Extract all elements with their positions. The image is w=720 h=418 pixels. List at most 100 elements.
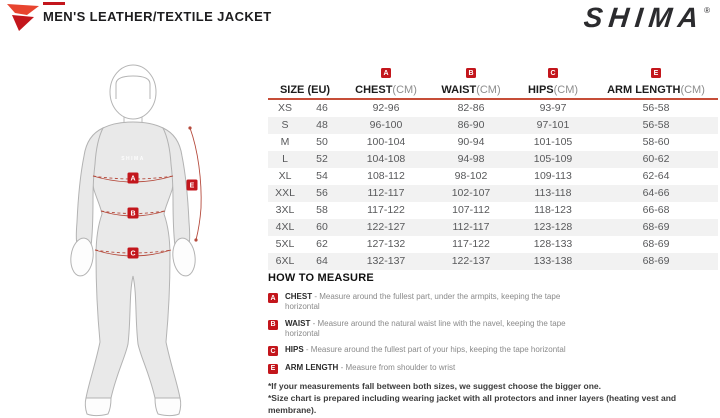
table-cell: 96-100	[369, 119, 403, 131]
chest-item-text: CHEST - Measure around the fullest part,…	[285, 292, 561, 311]
table-cell: 97-101	[536, 119, 570, 131]
table-cell: 50	[316, 136, 328, 148]
mannequin-head	[109, 64, 157, 120]
chest-marker-badge: A	[130, 176, 135, 183]
table-row-s: S 48 96-100 86-90 97-101 56-58	[268, 117, 718, 134]
mannequin-right-foot	[154, 397, 182, 416]
table-row-6xl: 6XL 64 132-137 122-137 133-138 68-69	[268, 253, 718, 270]
table-cell: 86-90	[457, 119, 485, 131]
table-cell: 5XL	[275, 238, 295, 250]
table-cell: 48	[316, 119, 328, 131]
mannequin-body	[85, 121, 181, 399]
table-cell: 56-58	[642, 102, 670, 114]
table-cell: 104-108	[366, 153, 406, 165]
table-cell: 127-132	[366, 238, 406, 250]
table-cell: 117-122	[452, 238, 490, 250]
measure-item-arm-length: E ARM LENGTH - Measure from shoulder to …	[268, 363, 714, 374]
arm-item-badge: E	[268, 363, 278, 374]
arm-item-text: ARM LENGTH - Measure from shoulder to wr…	[285, 362, 456, 372]
shima-logo-icon	[7, 4, 39, 31]
mannequin-right-hand	[172, 237, 196, 277]
measure-item-hips: C HIPS - Measure around the fullest part…	[268, 345, 714, 356]
table-cell: XXL	[275, 187, 295, 199]
registered-mark: ®	[704, 6, 710, 15]
table-cell: 66-68	[642, 204, 670, 216]
table-cell: 112-117	[452, 221, 490, 233]
hips-item-text: HIPS - Measure around the fullest part o…	[285, 345, 566, 354]
table-cell: 62	[316, 238, 328, 250]
arm-marker-badge: E	[190, 183, 195, 190]
table-cell: 90-94	[457, 136, 485, 148]
table-cell: 112-117	[367, 187, 405, 199]
table-cell: 68-69	[642, 255, 670, 267]
brand-wordmark: SHIMA ®	[582, 2, 710, 33]
chest-column-badge: A	[381, 68, 391, 78]
table-cell: 94-98	[457, 153, 485, 165]
table-cell: 133-138	[533, 255, 573, 267]
table-cell: 46	[316, 102, 328, 114]
table-cell: 102-107	[451, 187, 491, 199]
hips-item-badge: C	[268, 346, 278, 356]
table-cell: 64-66	[642, 187, 670, 199]
table-cell: 117-122	[367, 204, 405, 216]
table-cell: 3XL	[275, 204, 295, 216]
table-cell: 122-137	[451, 255, 491, 267]
table-cell: 118-123	[534, 204, 572, 216]
table-cell: 58	[316, 204, 328, 216]
waist-column-badge: B	[466, 68, 476, 78]
mannequin-left-foot	[84, 397, 112, 416]
hips-column-badge: C	[548, 68, 558, 78]
table-cell: 62-64	[642, 170, 670, 182]
table-badge-row: A B C E	[268, 67, 718, 79]
mannequin-figure: SHIMA A B C E	[70, 64, 202, 416]
chest-item-badge: A	[268, 293, 278, 303]
mannequin-left-hand	[70, 237, 94, 277]
arm-line-end-dot	[194, 238, 198, 242]
measure-item-waist: B WAIST - Measure around the natural wai…	[268, 319, 714, 339]
table-row-5xl: 5XL 62 127-132 117-122 128-133 68-69	[268, 236, 718, 253]
table-cell: 132-137	[366, 255, 406, 267]
table-cell: 60-62	[642, 153, 670, 165]
table-cell: 4XL	[275, 221, 295, 233]
size-column-header: SIZE (EU)	[279, 84, 331, 96]
footnote-chart-prepared: *Size chart is prepared including wearin…	[268, 393, 677, 415]
table-cell: 56	[316, 187, 328, 199]
table-row-m: M 50 100-104 90-94 101-105 58-60	[268, 134, 718, 151]
table-cell: 128-133	[533, 238, 573, 250]
table-row-xs: XS 46 92-96 82-86 93-97 56-58	[268, 100, 718, 117]
table-cell: 109-113	[534, 170, 572, 182]
table-row-3xl: 3XL 58 117-122 107-112 118-123 66-68	[268, 202, 718, 219]
table-cell: 123-128	[533, 221, 573, 233]
table-cell: XS	[277, 102, 292, 114]
footnote-between-sizes: *If your measurements fall between both …	[268, 381, 601, 391]
table-cell: M	[280, 136, 290, 148]
table-cell: L	[282, 153, 288, 165]
hips-marker-badge: C	[130, 251, 135, 258]
waist-marker-badge: B	[130, 211, 135, 218]
arm-column-badge: E	[651, 68, 661, 78]
page-title: MEN'S LEATHER/TEXTILE JACKET	[43, 9, 272, 24]
table-cell: 52	[316, 153, 328, 165]
table-cell: 60	[316, 221, 328, 233]
table-cell: 54	[316, 170, 328, 182]
table-cell: 98-102	[454, 170, 488, 182]
arm-length-line	[189, 127, 202, 241]
table-cell: 113-118	[534, 187, 572, 199]
table-cell: 58-60	[642, 136, 670, 148]
table-row-xxl: XXL 56 112-117 102-107 113-118 64-66	[268, 185, 718, 202]
table-cell: 122-127	[366, 221, 406, 233]
table-cell: 68-69	[642, 221, 670, 233]
figure-marker-badges: A B C E	[127, 172, 198, 259]
brand-wordmark-text: SHIMA	[582, 2, 706, 33]
size-table: A B C E SIZE (EU) CHEST(CM) WAIST(CM) HI…	[268, 58, 718, 270]
how-to-measure-heading: HOW TO MEASURE	[268, 272, 374, 284]
waist-item-text: WAIST - Measure around the natural waist…	[285, 318, 566, 338]
table-cell: XL	[278, 170, 292, 182]
chest-column-header: CHEST(CM)	[355, 84, 417, 96]
table-cell: S	[281, 119, 289, 131]
arm-column-header: ARM LENGTH(CM)	[607, 84, 705, 96]
chest-logo: SHIMA	[121, 156, 145, 162]
table-cell: 105-109	[533, 153, 573, 165]
table-row-4xl: 4XL 60 122-127 112-117 123-128 68-69	[268, 219, 718, 236]
